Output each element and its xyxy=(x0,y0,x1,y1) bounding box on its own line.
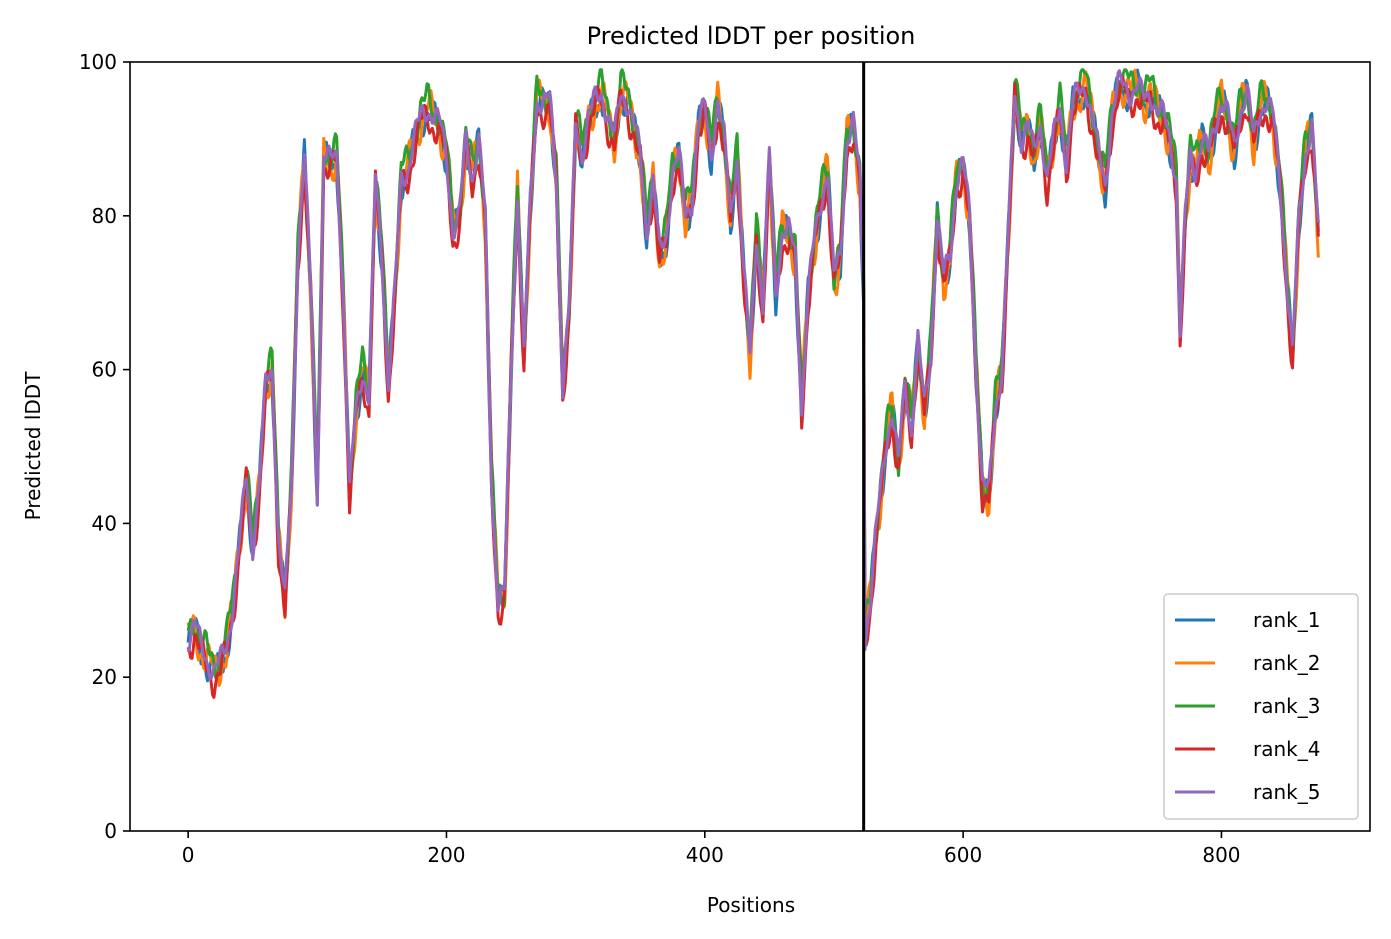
legend-label-rank_4: rank_4 xyxy=(1253,737,1320,761)
series-line-rank_1 xyxy=(186,68,1320,683)
y-axis-label: Predicted lDDT xyxy=(21,371,45,521)
series-line-rank_5 xyxy=(186,69,1320,681)
y-tick-label: 40 xyxy=(92,511,117,535)
y-tick-label: 60 xyxy=(92,358,117,382)
legend-label-rank_3: rank_3 xyxy=(1253,694,1320,718)
x-tick-label: 0 xyxy=(182,843,195,867)
x-tick-label: 800 xyxy=(1202,843,1240,867)
x-tick-label: 400 xyxy=(686,843,724,867)
plot-frame xyxy=(129,61,1371,832)
x-tick-label: 600 xyxy=(944,843,982,867)
y-axis-ticks: 0 20 40 60 80 100 xyxy=(79,50,130,843)
legend-label-rank_1: rank_1 xyxy=(1253,608,1320,632)
y-tick-label: 100 xyxy=(79,50,117,74)
chart-title: Predicted lDDT per position xyxy=(587,22,916,50)
x-axis-ticks: 0 200 400 600 800 xyxy=(182,831,1241,867)
legend: rank_1 rank_2 rank_3 rank_4 rank_5 xyxy=(1163,593,1359,820)
x-tick-label: 200 xyxy=(427,843,465,867)
y-tick-label: 0 xyxy=(104,819,117,843)
legend-label-rank_2: rank_2 xyxy=(1253,651,1320,675)
plot-lines xyxy=(186,68,1320,699)
legend-label-rank_5: rank_5 xyxy=(1253,780,1320,804)
y-tick-label: 20 xyxy=(92,665,117,689)
y-tick-label: 80 xyxy=(92,204,117,228)
x-axis-label: Positions xyxy=(707,893,795,917)
series-line-rank_3 xyxy=(186,68,1320,681)
legend-box xyxy=(1163,593,1359,820)
